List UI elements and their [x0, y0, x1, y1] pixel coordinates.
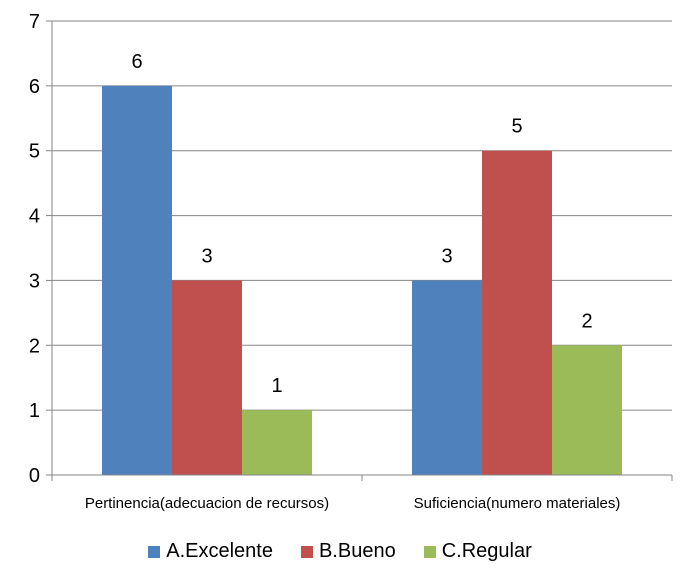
legend-label: C.Regular: [441, 540, 532, 562]
legend-label: B.Bueno: [318, 540, 396, 562]
y-tick-label: 6: [29, 76, 40, 98]
y-tick-label: 2: [29, 335, 40, 357]
data-label: 3: [201, 245, 212, 267]
legend-item: C.Regular: [423, 540, 532, 563]
bar: [482, 150, 552, 475]
x-axis-categories: Pertinencia(adecuacion de recursos) Sufic…: [51, 475, 673, 512]
x-category-label: Pertinencia(adecuacion de recursos): [85, 495, 329, 512]
data-label: 5: [511, 116, 522, 138]
data-label: 1: [271, 375, 282, 397]
bar: [242, 410, 312, 475]
legend-item: B.Bueno: [300, 540, 396, 563]
data-label: 2: [581, 310, 592, 332]
bars: [102, 85, 622, 475]
data-label: 3: [441, 245, 452, 267]
bar: [412, 280, 482, 475]
y-tick-label: 3: [29, 270, 40, 292]
bar: [102, 85, 172, 475]
y-tick-label: 1: [29, 400, 40, 422]
legend-swatch: [423, 545, 436, 558]
data-label: 6: [131, 51, 142, 73]
y-tick-label: 5: [29, 141, 40, 163]
y-tick-label: 7: [29, 11, 40, 33]
legend-swatch: [300, 545, 313, 558]
x-category-label: Suficiencia(numero materiales): [414, 495, 621, 512]
legend: A.Excelente B.Bueno C.Regular: [0, 540, 680, 563]
bar: [552, 345, 622, 475]
y-tick-label: 4: [29, 206, 40, 228]
legend-swatch: [148, 545, 161, 558]
y-axis-ticks: 0 1 2 3 4 5 6 7: [29, 11, 52, 487]
data-labels: 6 3 1 3 5 2: [131, 51, 592, 397]
bar: [172, 280, 242, 475]
y-tick-label: 0: [29, 465, 40, 487]
legend-item: A.Excelente: [148, 540, 273, 563]
legend-label: A.Excelente: [166, 540, 273, 562]
